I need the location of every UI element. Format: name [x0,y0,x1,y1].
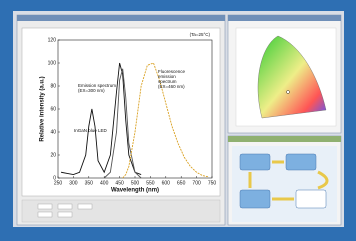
y-tick-label: 20 [50,152,56,158]
x-tick-label: 700 [192,180,201,186]
flow-node[interactable] [240,190,270,208]
x-tick-label: 650 [177,180,186,186]
x-tick-label: 300 [69,180,78,186]
title-bar [17,15,225,21]
flow-node[interactable] [240,154,270,170]
input[interactable] [38,204,52,209]
cie-point [287,91,290,94]
title-bar [228,136,341,142]
x-axis-label: Wavelength (nm) [111,188,159,194]
screenshot: 0204060801001202503003504004505005506006… [0,0,356,241]
flow-node[interactable] [286,154,316,170]
x-tick-label: 250 [54,180,63,186]
x-tick-label: 500 [131,180,140,186]
input[interactable] [58,204,72,209]
x-tick-label: 750 [208,180,217,186]
input[interactable] [78,204,92,209]
y-tick-label: 120 [48,37,57,43]
x-tick-label: 350 [85,180,94,186]
y-tick-label: 40 [50,129,56,135]
x-tick-label: 550 [146,180,155,186]
y-tick-label: 80 [50,83,56,89]
annotation: InGaN blue LED [74,128,108,133]
flow-node[interactable] [296,190,326,208]
y-axis-label: Relative intensity (a.u.) [40,76,46,141]
input[interactable] [58,212,72,217]
x-tick-label: 400 [100,180,109,186]
control-panel [22,200,220,222]
input[interactable] [38,212,52,217]
x-tick-label: 450 [115,180,124,186]
y-tick-label: 60 [50,106,56,112]
title-bar [228,15,341,21]
x-tick-label: 600 [162,180,171,186]
y-tick-label: 100 [48,60,57,66]
annotation: (Ta=25°C) [190,32,211,37]
